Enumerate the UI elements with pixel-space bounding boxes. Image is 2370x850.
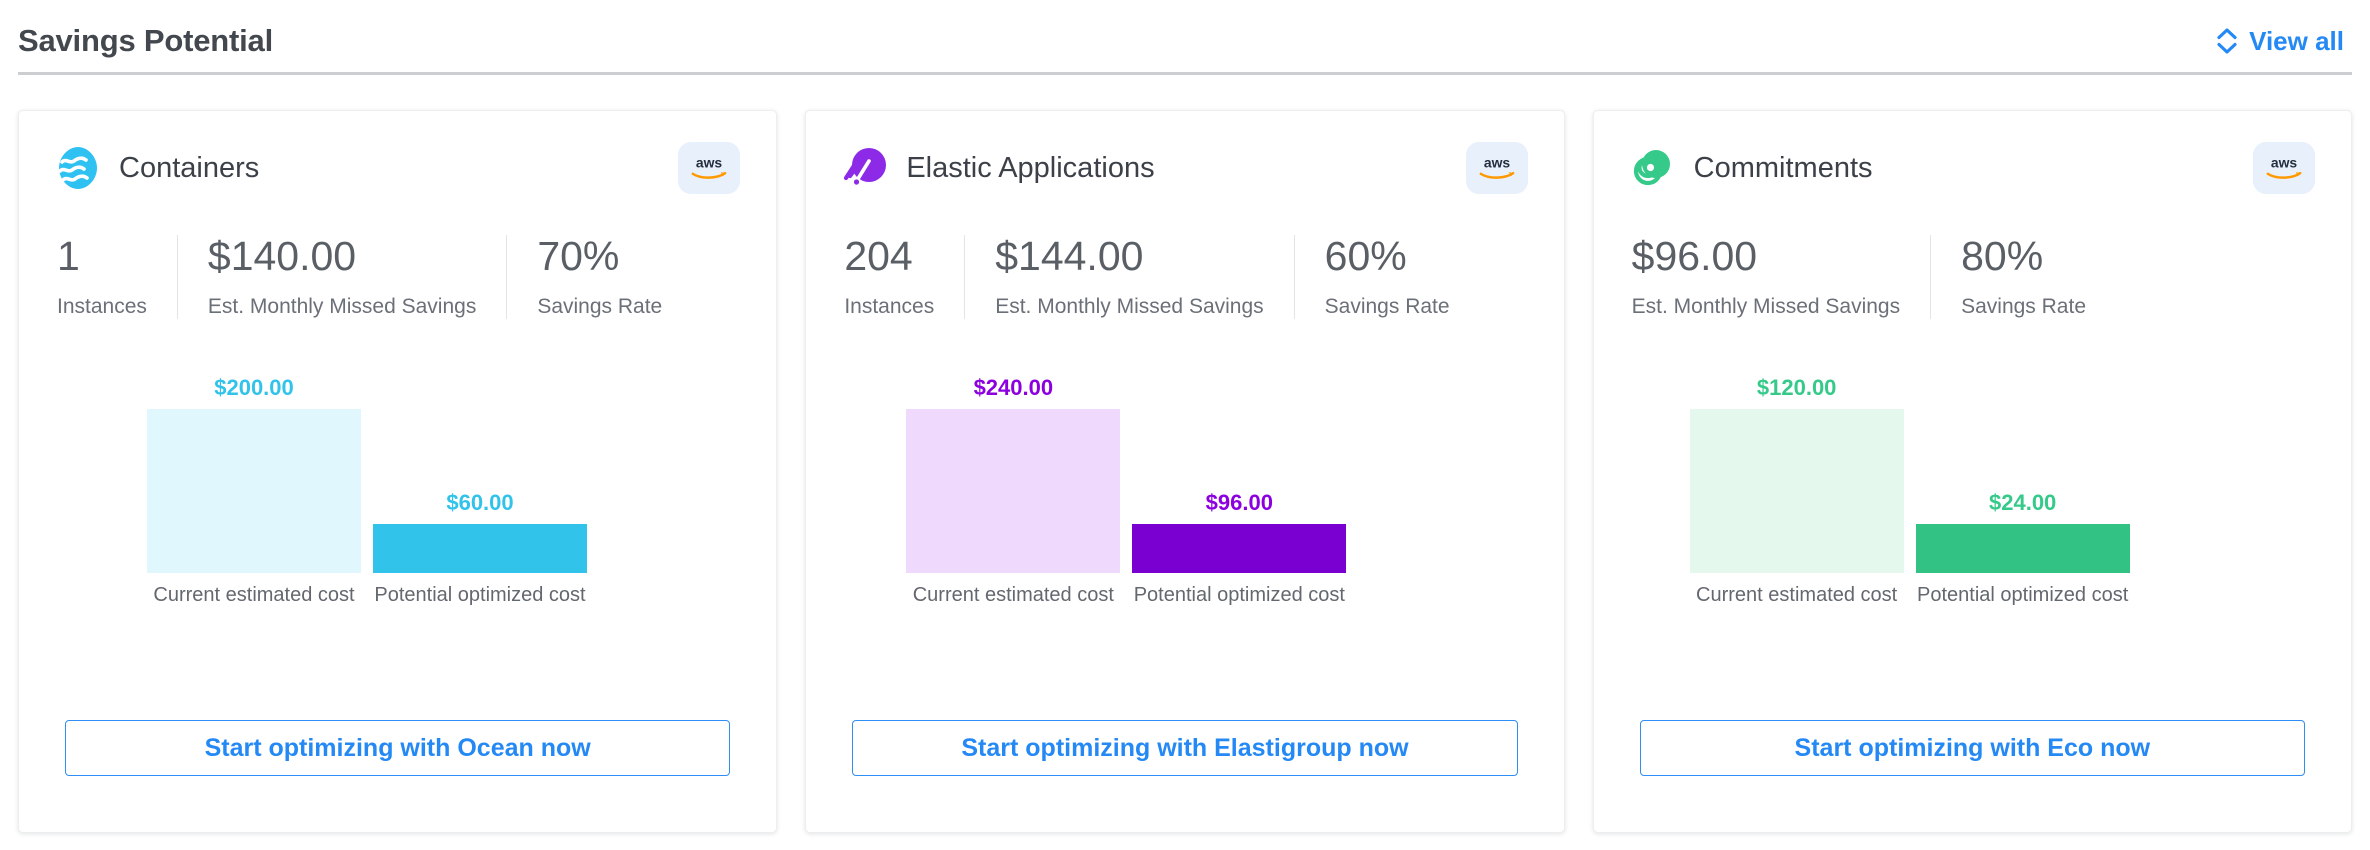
bar-value-label: $240.00 xyxy=(973,375,1054,401)
bar-value-label: $96.00 xyxy=(1205,490,1273,516)
card-header: Elastic Applications aws xyxy=(806,111,1563,197)
metric-label: Instances xyxy=(844,295,935,319)
elastigroup-speed-icon xyxy=(842,145,888,191)
metric-label: Savings Rate xyxy=(1324,295,1450,319)
card-cta-wrap: Start optimizing with Eco now xyxy=(1594,720,2351,776)
card-header-left: Elastic Applications xyxy=(842,145,1155,191)
bar-rect xyxy=(906,409,1121,574)
svg-text:aws: aws xyxy=(2271,154,2298,170)
metric-value: $96.00 xyxy=(1631,233,1758,279)
aws-provider-badge: aws xyxy=(1465,142,1528,194)
chart-bars: $200.00 Current estimated cost $60.00 Po… xyxy=(147,375,587,607)
bar-caption: Current estimated cost xyxy=(912,584,1114,607)
savings-card-row: Containers aws 1 Instances $140.00 xyxy=(18,110,2352,833)
card-title: Commitments xyxy=(1693,151,1873,184)
bar-optimized-cost: $96.00 Potential optimized cost xyxy=(1132,490,1347,607)
start-optimizing-eco-button[interactable]: Start optimizing with Eco now xyxy=(1639,720,2305,776)
savings-card-elastic-applications[interactable]: Elastic Applications aws 204 Instances $… xyxy=(805,110,1565,833)
cost-comparison-chart: $200.00 Current estimated cost $60.00 Po… xyxy=(19,347,776,607)
bar-caption: Potential optimized cost xyxy=(1917,584,2129,607)
svg-text:aws: aws xyxy=(696,154,723,170)
cost-comparison-chart: $120.00 Current estimated cost $24.00 Po… xyxy=(1594,347,2351,607)
ocean-waves-icon xyxy=(55,145,101,191)
metric-label: Est. Monthly Missed Savings xyxy=(1631,295,1901,319)
card-cta-wrap: Start optimizing with Elastigroup now xyxy=(806,720,1563,776)
svg-text:aws: aws xyxy=(1483,154,1510,170)
bar-rect xyxy=(1915,524,2130,574)
metric-label: Est. Monthly Missed Savings xyxy=(995,295,1264,319)
bar-value-label: $24.00 xyxy=(1989,490,2057,516)
start-optimizing-elastigroup-button[interactable]: Start optimizing with Elastigroup now xyxy=(852,720,1518,776)
view-all-button[interactable]: View all xyxy=(2216,26,2352,57)
bar-rect xyxy=(1132,524,1347,574)
card-cta-wrap: Start optimizing with Ocean now xyxy=(19,720,776,776)
metric-instances: 1 Instances xyxy=(53,233,177,319)
bar-current-cost: $240.00 Current estimated cost xyxy=(906,375,1121,607)
card-title: Elastic Applications xyxy=(906,151,1155,184)
metric-savings-rate: 70% Savings Rate xyxy=(506,233,692,320)
bar-current-cost: $200.00 Current estimated cost xyxy=(147,375,361,607)
bar-rect xyxy=(147,409,361,574)
card-metrics: 1 Instances $140.00 Est. Monthly Missed … xyxy=(53,197,742,320)
savings-card-containers[interactable]: Containers aws 1 Instances $140.00 xyxy=(18,110,778,833)
metric-value: $144.00 xyxy=(995,233,1144,279)
header-divider xyxy=(18,72,2352,75)
bar-rect xyxy=(1689,409,1904,574)
card-header-left: Containers xyxy=(55,145,259,191)
card-metrics: $96.00 Est. Monthly Missed Savings 80% S… xyxy=(1628,197,2317,320)
start-optimizing-ocean-button[interactable]: Start optimizing with Ocean now xyxy=(65,720,731,776)
bar-caption: Potential optimized cost xyxy=(374,584,586,607)
metric-instances: 204 Instances xyxy=(840,233,964,319)
metric-label: Savings Rate xyxy=(537,295,663,319)
eco-spiral-icon xyxy=(1630,145,1676,191)
bar-optimized-cost: $60.00 Potential optimized cost xyxy=(373,490,587,607)
metric-label: Est. Monthly Missed Savings xyxy=(207,295,477,319)
savings-card-commitments[interactable]: Commitments aws $96.00 Est. Monthly Miss… xyxy=(1592,110,2352,833)
aws-provider-badge: aws xyxy=(2252,142,2315,194)
card-title: Containers xyxy=(119,151,260,184)
metric-value: 80% xyxy=(1961,233,2044,279)
metric-missed-savings: $144.00 Est. Monthly Missed Savings xyxy=(964,233,1293,320)
view-all-label: View all xyxy=(2249,25,2344,56)
cost-comparison-chart: $240.00 Current estimated cost $96.00 Po… xyxy=(806,347,1563,607)
chart-bars: $120.00 Current estimated cost $24.00 Po… xyxy=(1689,375,2130,607)
bar-rect xyxy=(373,524,587,574)
card-header: Commitments aws xyxy=(1594,111,2351,197)
bar-value-label: $200.00 xyxy=(214,375,294,401)
metric-label: Savings Rate xyxy=(1961,295,2086,319)
bar-optimized-cost: $24.00 Potential optimized cost xyxy=(1915,490,2130,607)
metric-missed-savings: $96.00 Est. Monthly Missed Savings xyxy=(1628,233,1930,319)
aws-provider-badge: aws xyxy=(678,142,741,194)
chart-bars: $240.00 Current estimated cost $96.00 Po… xyxy=(906,375,1347,607)
bar-value-label: $60.00 xyxy=(446,490,514,516)
metric-value: 1 xyxy=(57,233,80,279)
card-metrics: 204 Instances $144.00 Est. Monthly Misse… xyxy=(840,197,1529,320)
section-header: Savings Potential View all xyxy=(18,8,2352,74)
metric-value: 70% xyxy=(537,233,620,279)
page-title: Savings Potential xyxy=(18,23,273,58)
bar-caption: Current estimated cost xyxy=(153,584,355,607)
chevron-up-down-icon xyxy=(2216,26,2238,56)
metric-value: 60% xyxy=(1324,233,1407,279)
bar-caption: Potential optimized cost xyxy=(1133,584,1345,607)
card-header-left: Commitments xyxy=(1630,145,1873,191)
metric-savings-rate: 60% Savings Rate xyxy=(1293,233,1480,320)
bar-value-label: $120.00 xyxy=(1756,375,1837,401)
card-header: Containers aws xyxy=(19,111,776,197)
metric-value: 204 xyxy=(844,233,913,279)
metric-savings-rate: 80% Savings Rate xyxy=(1930,233,2116,320)
bar-caption: Current estimated cost xyxy=(1696,584,1898,607)
metric-value: $140.00 xyxy=(207,233,357,279)
metric-missed-savings: $140.00 Est. Monthly Missed Savings xyxy=(176,233,506,320)
bar-current-cost: $120.00 Current estimated cost xyxy=(1689,375,1904,607)
metric-label: Instances xyxy=(57,295,147,319)
